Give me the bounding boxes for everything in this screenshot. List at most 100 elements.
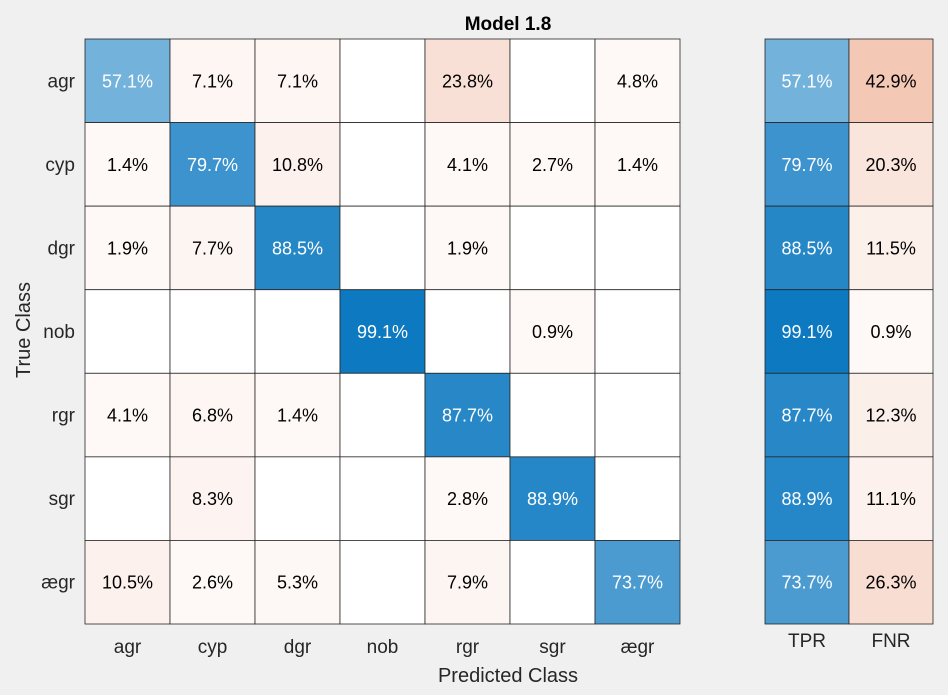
- row-tick-label: agr: [48, 71, 76, 92]
- matrix-cell-5-6-rect: [594, 456, 681, 541]
- matrix-cell-4-0: 4.1%: [84, 372, 171, 458]
- matrix-cell-0-1: 7.1%: [169, 38, 256, 123]
- matrix-cell-6-6-rect: [594, 540, 681, 625]
- matrix-cell-1-3-rect: [339, 122, 426, 207]
- matrix-cell-5-4-rect: [424, 456, 511, 541]
- matrix-cell-3-0-rect: [84, 289, 171, 374]
- matrix-cell-2-2-value: 88.5%: [272, 238, 323, 258]
- matrix-cell-0-0-rect: [84, 38, 171, 123]
- matrix-cell-2-0: 1.9%: [84, 205, 171, 291]
- matrix-cell-2-1-value: 7.7%: [192, 238, 233, 258]
- matrix-cell-5-3-rect: [339, 456, 426, 541]
- matrix-cell-0-3-rect: [339, 38, 426, 123]
- matrix-cell-3-2: [254, 289, 341, 374]
- matrix-cell-3-6-rect: [594, 289, 681, 374]
- matrix-cell-3-3-rect: [339, 289, 426, 374]
- matrix-cell-6-6: 73.7%: [594, 540, 681, 625]
- matrix-cell-4-5: [509, 372, 596, 458]
- summary-cell-3-0-rect: [764, 289, 850, 374]
- matrix-cell-3-5-value: 0.9%: [532, 322, 573, 342]
- matrix-cell-5-5-value: 88.9%: [527, 489, 578, 509]
- column-tick-label: agr: [114, 637, 142, 658]
- matrix-cell-2-1: 7.7%: [169, 205, 256, 291]
- summary-cell-0-0-value: 57.1%: [781, 71, 832, 91]
- matrix-cell-1-2-rect: [254, 122, 341, 207]
- matrix-cell-0-1-value: 7.1%: [192, 71, 233, 91]
- summary-cell-4-0-value: 87.7%: [781, 406, 832, 426]
- matrix-cell-4-2: 1.4%: [254, 372, 341, 458]
- matrix-cell-0-0: 57.1%: [84, 38, 171, 123]
- matrix-cell-4-3-rect: [339, 372, 426, 458]
- x-axis-label: Predicted Class: [438, 665, 578, 687]
- matrix-cell-5-0: [84, 456, 171, 541]
- matrix-cell-2-6: [594, 205, 681, 291]
- matrix-cell-0-2-value: 7.1%: [277, 71, 318, 91]
- row-tick-label: nob: [43, 322, 75, 343]
- matrix-cell-4-1: 6.8%: [169, 372, 256, 458]
- matrix-cell-4-4-value: 87.7%: [442, 406, 493, 426]
- matrix-cell-6-1: 2.6%: [169, 540, 256, 625]
- matrix-cell-2-0-value: 1.9%: [107, 238, 148, 258]
- summary-cell-5-0: 88.9%: [764, 456, 850, 541]
- matrix-cell-2-3-rect: [339, 205, 426, 291]
- matrix-cell-2-4-value: 1.9%: [447, 238, 488, 258]
- matrix-cell-6-0-value: 10.5%: [102, 573, 153, 593]
- matrix-cell-4-6: [594, 372, 681, 458]
- matrix-cell-1-5-rect: [509, 122, 596, 207]
- matrix-cell-6-5-rect: [509, 540, 596, 625]
- summary-cell-6-1-value: 26.3%: [865, 573, 916, 593]
- summary-matrix: 57.1% 42.9% 79.7% 20.3% 88.5% 11.5% 99.1% 0.9% 8…: [764, 38, 934, 625]
- matrix-cell-5-1-value: 8.3%: [192, 489, 233, 509]
- y-axis-label: True Class: [13, 282, 35, 378]
- row-tick-label: cyp: [45, 155, 75, 176]
- summary-cell-0-1-value: 42.9%: [865, 71, 916, 91]
- summary-cell-6-0: 73.7%: [764, 540, 850, 625]
- matrix-cell-0-0-value: 57.1%: [102, 71, 153, 91]
- matrix-cell-3-4-rect: [424, 289, 511, 374]
- matrix-cell-5-2-rect: [254, 456, 341, 541]
- matrix-cell-0-5: [509, 38, 596, 123]
- matrix-cell-5-4-value: 2.8%: [447, 489, 488, 509]
- matrix-cell-6-5: [509, 540, 596, 625]
- summary-cell-5-0-value: 88.9%: [781, 489, 832, 509]
- matrix-cell-2-5-rect: [509, 205, 596, 291]
- summary-cell-3-1-rect: [848, 289, 934, 374]
- matrix-cell-0-5-rect: [509, 38, 596, 123]
- summary-cell-3-0: 99.1%: [764, 289, 850, 374]
- matrix-cell-1-4: 4.1%: [424, 122, 511, 207]
- matrix-cell-4-1-rect: [169, 372, 256, 458]
- matrix-cell-1-6: 1.4%: [594, 122, 681, 207]
- summary-cell-4-1-rect: [848, 372, 934, 458]
- summary-cell-2-0: 88.5%: [764, 205, 850, 291]
- matrix-cell-3-0: [84, 289, 171, 374]
- summary-cell-6-1: 26.3%: [848, 540, 934, 625]
- summary-cell-6-0-rect: [764, 540, 850, 625]
- summary-cell-3-1: 0.9%: [848, 289, 934, 374]
- matrix-cell-0-1-rect: [169, 38, 256, 123]
- column-tick-labels: agr cyp dgr nob rgr sgr ægr: [114, 637, 655, 658]
- summary-cell-2-0-value: 88.5%: [781, 238, 832, 258]
- matrix-cell-1-0-rect: [84, 122, 171, 207]
- summary-column-label: TPR: [788, 631, 826, 652]
- matrix-cell-2-2-rect: [254, 205, 341, 291]
- matrix-cell-0-2: 7.1%: [254, 38, 341, 123]
- matrix-cell-1-6-rect: [594, 122, 681, 207]
- summary-cell-2-1: 11.5%: [848, 205, 934, 291]
- matrix-cell-0-4-rect: [424, 38, 511, 123]
- matrix-cell-0-4-value: 23.8%: [442, 71, 493, 91]
- summary-cell-6-0-value: 73.7%: [781, 573, 832, 593]
- column-tick-label: dgr: [284, 637, 312, 658]
- matrix-cell-6-6-value: 73.7%: [612, 573, 663, 593]
- matrix-cell-3-2-rect: [254, 289, 341, 374]
- matrix-cell-4-3: [339, 372, 426, 458]
- row-tick-label: ægr: [41, 573, 75, 594]
- matrix-cell-0-4: 23.8%: [424, 38, 511, 123]
- summary-cell-5-1-value: 11.1%: [866, 489, 916, 509]
- summary-cell-2-1-value: 11.5%: [866, 238, 916, 258]
- matrix-cell-1-1-value: 79.7%: [187, 155, 238, 175]
- matrix-cell-1-5: 2.7%: [509, 122, 596, 207]
- matrix-cell-1-3: [339, 122, 426, 207]
- matrix-cell-0-6-value: 4.8%: [617, 71, 658, 91]
- summary-cell-4-0-rect: [764, 372, 850, 458]
